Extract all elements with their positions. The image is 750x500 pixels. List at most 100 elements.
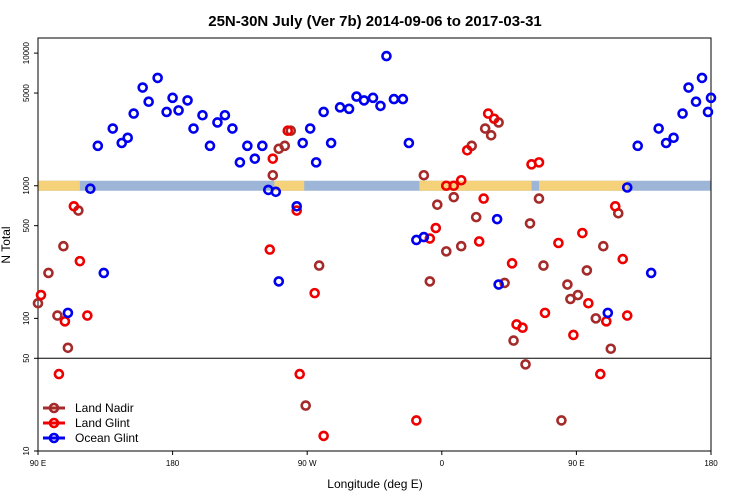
data-point <box>553 237 564 249</box>
data-point <box>609 200 621 212</box>
data-point <box>617 253 629 265</box>
data-point <box>403 137 415 149</box>
data-point <box>204 140 216 152</box>
data-point <box>524 218 536 229</box>
data-point <box>197 109 208 121</box>
data-point <box>92 140 104 152</box>
x-tick-label: 90 W <box>298 459 317 468</box>
data-point <box>52 310 63 321</box>
data-point <box>581 265 593 276</box>
data-point <box>645 267 657 279</box>
data-point <box>621 310 633 321</box>
legend-marker-land-nadir <box>48 402 60 414</box>
data-point <box>506 258 518 269</box>
data-point <box>448 191 460 203</box>
data-point <box>264 244 276 255</box>
data-point <box>297 137 309 149</box>
data-point <box>577 227 588 239</box>
data-point <box>562 279 573 290</box>
series-land-nadir <box>32 117 624 426</box>
data-point <box>267 153 279 164</box>
legend-label-land-nadir: Land Nadir <box>75 401 134 415</box>
data-point <box>485 130 497 141</box>
data-point <box>418 231 430 243</box>
y-tick-label: 10000 <box>22 41 31 64</box>
data-point <box>309 287 320 299</box>
band-land-segment <box>539 180 628 191</box>
data-point <box>572 289 584 301</box>
y-tick-label: 50 <box>22 353 31 362</box>
data-point <box>334 102 346 113</box>
y-tick-label: 500 <box>22 218 31 232</box>
data-point <box>432 199 443 210</box>
data-point <box>595 368 606 380</box>
data-point <box>621 182 633 193</box>
data-point <box>539 307 551 319</box>
data-point <box>473 236 485 247</box>
y-axis-label: N Total <box>0 226 13 263</box>
data-point <box>556 415 567 426</box>
data-point <box>508 335 519 346</box>
data-point <box>325 137 337 149</box>
data-point <box>318 430 329 442</box>
data-point <box>493 279 504 290</box>
data-point <box>43 267 54 279</box>
data-point <box>291 200 303 212</box>
data-point <box>375 100 386 112</box>
data-point <box>152 72 163 84</box>
data-point <box>273 276 285 287</box>
data-point <box>85 183 96 194</box>
data-point <box>690 96 702 108</box>
data-point <box>128 108 140 119</box>
data-point <box>381 50 392 62</box>
data-point <box>590 313 602 324</box>
data-point <box>598 240 609 252</box>
data-point <box>167 92 178 104</box>
band-land-segment <box>419 180 532 191</box>
data-point <box>313 260 325 271</box>
data-point <box>291 205 303 216</box>
plot-frame <box>37 37 712 452</box>
data-point <box>397 93 409 105</box>
data-point <box>68 200 80 212</box>
data-point <box>116 137 128 149</box>
data-point <box>212 117 223 128</box>
data-point <box>304 123 316 134</box>
data-point <box>491 213 503 225</box>
data-point <box>668 132 679 144</box>
data-point <box>270 186 282 198</box>
series-ocean-glint <box>62 50 717 319</box>
data-point <box>257 140 268 152</box>
data-point <box>430 222 442 234</box>
y-tick-label: 10 <box>22 446 31 455</box>
legend-marker-land-glint <box>48 417 60 429</box>
data-point <box>601 316 612 327</box>
band-land-segment <box>274 180 305 191</box>
legend-label-land-glint: Land Glint <box>75 416 130 430</box>
y-tick-label: 5000 <box>22 84 31 102</box>
x-tick-label: 90 E <box>568 459 584 468</box>
data-point <box>122 132 134 144</box>
data-point <box>388 93 400 105</box>
data-point <box>677 108 688 119</box>
data-point <box>107 123 119 134</box>
data-point <box>173 105 184 116</box>
data-point <box>482 108 494 119</box>
data-point <box>632 140 644 152</box>
data-point <box>219 109 231 121</box>
data-point <box>660 137 672 149</box>
data-point <box>705 92 717 104</box>
data-point <box>602 307 614 319</box>
data-point <box>583 297 594 309</box>
data-point <box>182 95 193 106</box>
chart-title: 25N-30N July (Ver 7b) 2014-09-06 to 2017… <box>208 13 542 30</box>
data-point <box>367 92 379 104</box>
data-point <box>234 157 246 168</box>
data-point <box>517 322 528 334</box>
series-land-glint <box>35 108 633 442</box>
data-point <box>249 153 261 164</box>
data-point <box>137 82 148 93</box>
data-point <box>488 113 500 125</box>
data-point <box>74 255 86 267</box>
data-point <box>470 211 482 223</box>
